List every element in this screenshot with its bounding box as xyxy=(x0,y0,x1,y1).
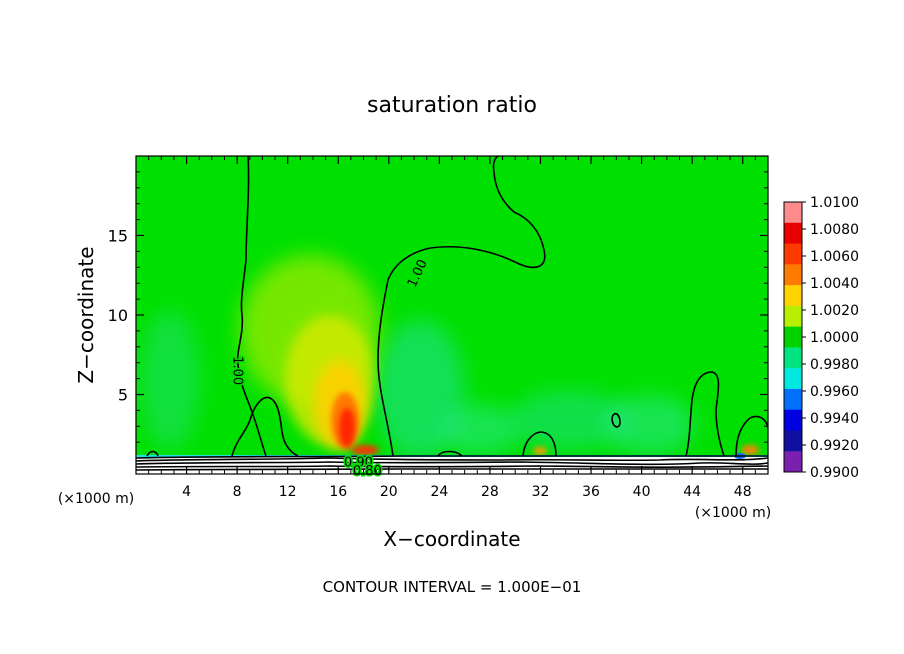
colorbar-swatch xyxy=(784,451,802,473)
colorbar-swatch xyxy=(784,285,802,307)
colorbar-label: 0.9900 xyxy=(810,465,859,481)
colorbar-swatch xyxy=(784,264,802,286)
x-tick-label: 12 xyxy=(279,484,297,500)
contour-line xyxy=(231,396,299,457)
colorbar-label: 0.9940 xyxy=(810,411,859,427)
x-axis-title: X−coordinate xyxy=(383,527,520,551)
field-hotspot xyxy=(533,447,547,455)
colorbar-swatch xyxy=(784,222,802,245)
y-axis-title: Z−coordinate xyxy=(74,246,98,383)
contour-line xyxy=(136,465,768,468)
field-patch-cool xyxy=(510,390,630,450)
colorbar-swatch xyxy=(784,305,802,328)
contour-label: 0.90 xyxy=(344,455,373,470)
x-tick-label: 40 xyxy=(633,484,651,500)
field-hotspot xyxy=(351,445,379,455)
contour-labels: 1.001.000.900.80 xyxy=(228,256,432,481)
colorbar-swatch xyxy=(784,430,802,452)
colorbar-label: 1.0020 xyxy=(810,303,859,319)
x-tick-label: 20 xyxy=(380,484,398,500)
colorbar-swatch xyxy=(784,326,802,348)
contour-line xyxy=(735,415,768,457)
x-axis: 4 8 12 16 20 24 28 32 36 40 44 48 xyxy=(148,156,756,500)
colorbar-swatch xyxy=(784,368,802,390)
colorbar-label: 1.0060 xyxy=(810,249,859,265)
colorbar-label: 0.9920 xyxy=(810,438,859,454)
contour-line xyxy=(685,371,725,457)
contour-line xyxy=(136,468,768,471)
contour-line xyxy=(611,412,621,428)
colorbar: 1.0100 1.0080 1.0060 1.0040 1.0020 1.0000 0.99… xyxy=(783,195,859,481)
colorbar-swatch xyxy=(784,409,802,431)
field-patch-cool xyxy=(140,310,200,450)
contour-line xyxy=(136,461,768,466)
y-axis: 5 10 15 xyxy=(108,171,768,459)
field-patch-cool xyxy=(440,405,520,455)
colorbar-swatch xyxy=(784,202,802,224)
x-tick-label: 8 xyxy=(233,484,242,500)
contour-field xyxy=(136,156,768,474)
x-unit-label-left: (×1000 m) xyxy=(58,491,134,507)
colorbar-label: 1.0040 xyxy=(810,276,859,292)
x-tick-label: 44 xyxy=(683,484,701,500)
y-tick-label: 10 xyxy=(108,306,128,325)
contour-line xyxy=(146,450,159,457)
contour-line xyxy=(136,457,768,462)
x-tick-label: 4 xyxy=(182,484,191,500)
x-tick-label: 32 xyxy=(532,484,550,500)
y-tick-label: 15 xyxy=(108,227,128,246)
y-tick-label: 5 xyxy=(118,386,128,405)
x-tick-label: 48 xyxy=(734,484,752,500)
x-tick-label: 16 xyxy=(329,484,347,500)
colorbar-swatch xyxy=(784,388,802,411)
colorbar-label: 0.9980 xyxy=(810,357,859,373)
contour-line xyxy=(522,431,557,457)
contour-line xyxy=(437,450,463,457)
chart-title: saturation ratio xyxy=(367,93,537,118)
contour-line xyxy=(377,156,546,457)
field-plume-core xyxy=(339,408,355,448)
colorbar-label: 0.9960 xyxy=(810,384,859,400)
colorbar-swatch xyxy=(784,347,802,369)
contour-label: 0.80 xyxy=(353,464,382,479)
colorbar-label: 1.0100 xyxy=(810,195,859,211)
colorbar-label: 1.0080 xyxy=(810,222,859,238)
x-tick-label: 24 xyxy=(430,484,448,500)
x-tick-label: 28 xyxy=(481,484,499,500)
contour-lines xyxy=(136,156,768,471)
contour-label: 1.00 xyxy=(230,356,245,385)
field-patch-cool xyxy=(605,395,695,455)
colorbar-label: 1.0000 xyxy=(810,330,859,346)
contour-line xyxy=(136,455,768,459)
contour-interval-note: CONTOUR INTERVAL = 1.000E−01 xyxy=(323,578,582,596)
x-unit-label-right: (×1000 m) xyxy=(695,505,771,521)
field-hotspot xyxy=(741,445,759,455)
colorbar-swatch xyxy=(784,243,802,265)
x-tick-label: 36 xyxy=(582,484,600,500)
